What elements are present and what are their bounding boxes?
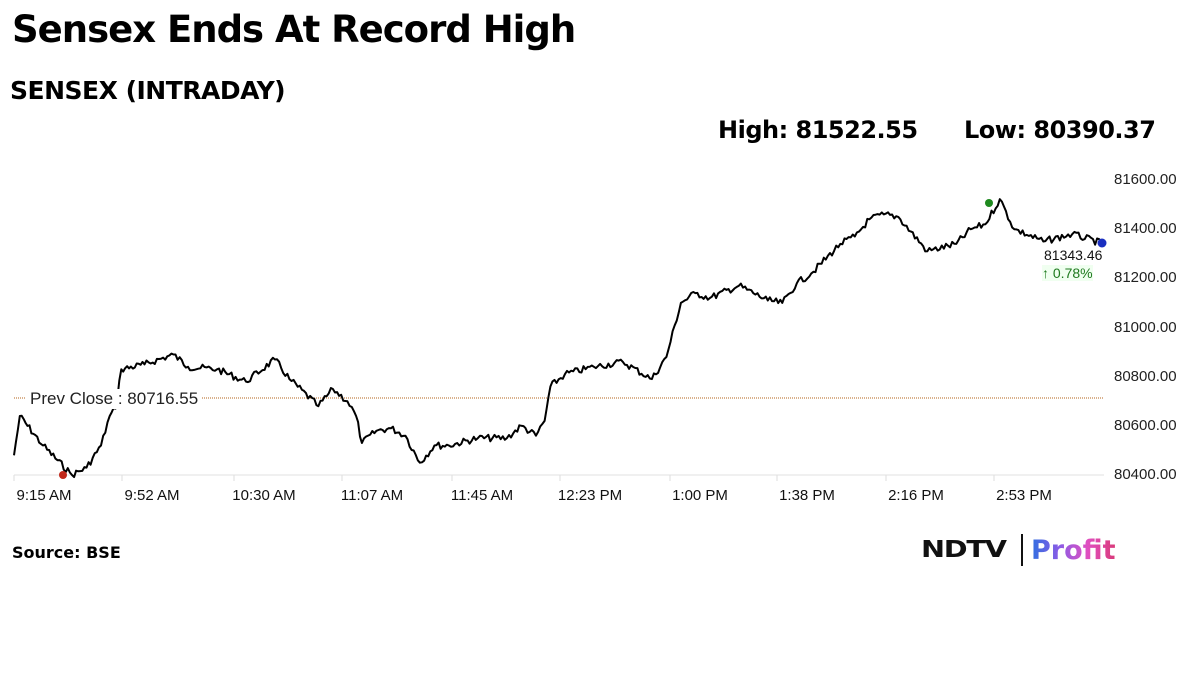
change-percent-label: ↑ 0.78% <box>1042 265 1093 281</box>
x-tick-label: 11:45 AM <box>450 487 514 504</box>
x-tick-label: 1:38 PM <box>779 487 835 504</box>
x-tick-label: 9:52 AM <box>124 487 180 504</box>
y-tick-label: 81400.00 <box>1114 220 1177 238</box>
logo-profit-text: Profit <box>1031 534 1116 566</box>
x-tick-label: 2:53 PM <box>996 487 1052 504</box>
high-marker <box>985 199 993 207</box>
x-tick-label: 1:00 PM <box>672 487 728 504</box>
y-tick-label: 81600.00 <box>1114 171 1177 188</box>
y-tick-label: 81000.00 <box>1114 318 1177 336</box>
low-marker <box>59 471 67 479</box>
last-value-label: 81343.46 <box>1044 247 1103 263</box>
y-tick-label: 81200.00 <box>1114 269 1177 287</box>
y-tick-label: 80400.00 <box>1114 466 1177 483</box>
x-tick-label: 11:07 AM <box>340 487 404 504</box>
day-low-label: Low: 80390.37 <box>964 116 1156 144</box>
logo-ndtv-text: NDTV <box>921 537 1007 563</box>
x-tick-marks <box>13 475 995 481</box>
ndtv-profit-logo: NDTV Profit <box>921 532 1116 568</box>
last-marker <box>1097 238 1107 248</box>
y-tick-label: 80600.00 <box>1114 416 1177 434</box>
chart-subtitle: SENSEX (INTRADAY) <box>10 76 286 105</box>
prev-close-label: Prev Close : 80716.55 <box>26 389 203 409</box>
x-tick-label: 10:30 AM <box>232 487 296 504</box>
y-tick-label: 80800.00 <box>1114 367 1177 385</box>
source-label: Source: BSE <box>12 543 121 562</box>
price-line <box>13 198 1103 479</box>
day-high-label: High: 81522.55 <box>718 116 918 144</box>
x-tick-label: 12:23 PM <box>557 487 623 504</box>
logo-separator <box>1021 534 1023 566</box>
page-title: Sensex Ends At Record High <box>12 8 576 51</box>
x-tick-label: 2:16 PM <box>888 487 944 504</box>
x-tick-label: 9:15 AM <box>16 487 72 504</box>
